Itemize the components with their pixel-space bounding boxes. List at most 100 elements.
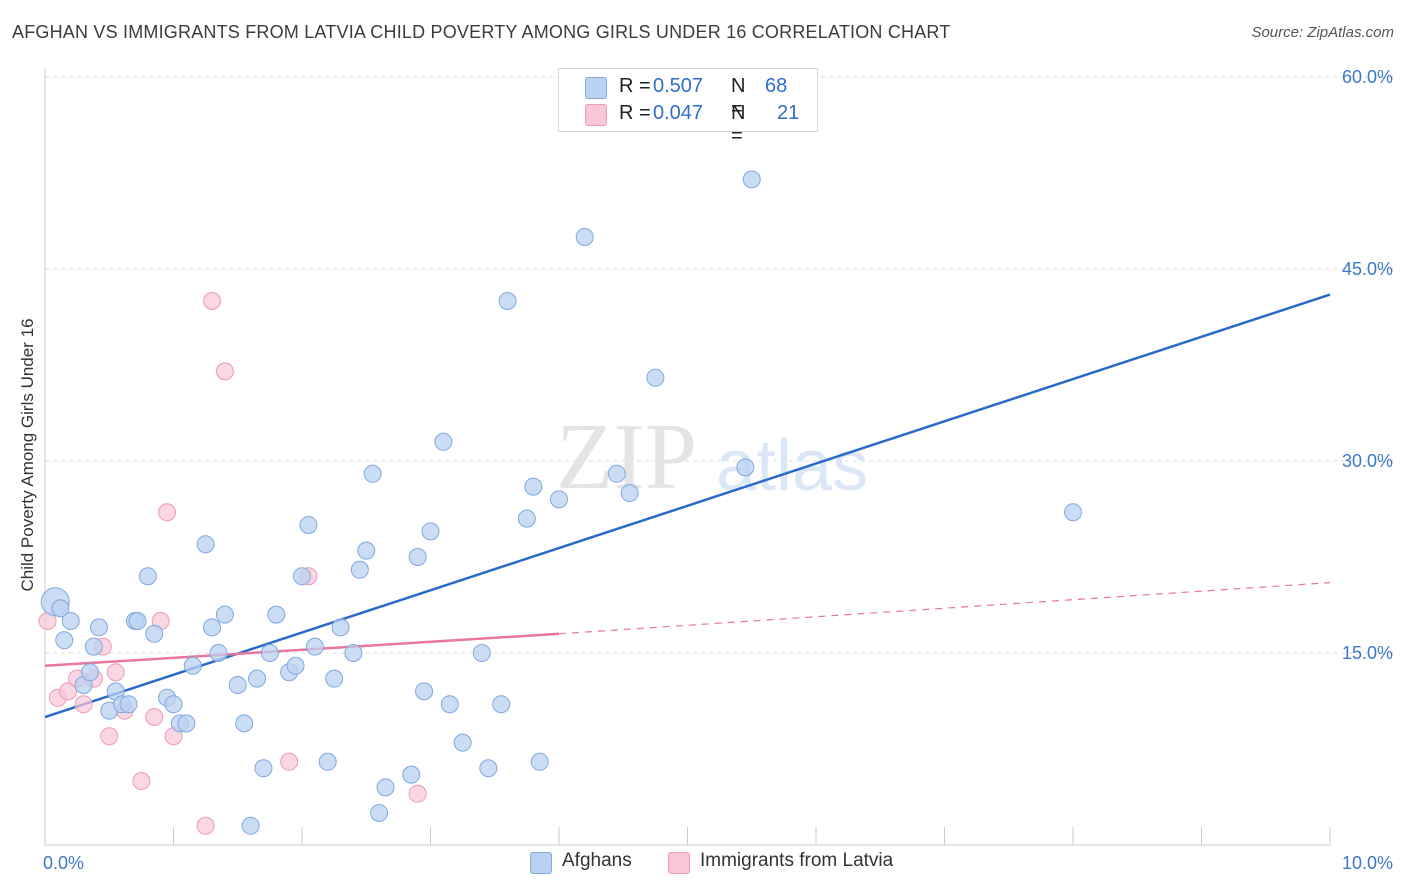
x-tick-label-min: 0.0%: [43, 853, 84, 873]
latvia-point: [145, 708, 164, 726]
latvia-point: [106, 663, 125, 682]
afghan-point: [408, 548, 427, 566]
legend: R = 0.507 N = 68 R = 0.047 N = 21: [558, 68, 818, 147]
afghan-point: [267, 605, 286, 624]
trend-line-latvia-dashed: [558, 582, 1331, 635]
afghan-point: [84, 637, 103, 656]
x-tick-label-max: 10.0%: [1342, 853, 1393, 873]
afghan-point: [498, 292, 517, 310]
bottom-legend-label-afghans: Afghans: [562, 850, 632, 871]
legend-r-value: 0.507: [653, 75, 704, 97]
afghan-point: [646, 368, 665, 387]
chart-title: AFGHAN VS IMMIGRANTS FROM LATVIA CHILD P…: [12, 22, 951, 42]
afghan-point: [524, 477, 543, 496]
afghan-point: [1064, 503, 1082, 522]
legend-n-value: 21: [777, 102, 800, 124]
afghan-point: [235, 714, 254, 733]
afghan-point: [376, 778, 395, 797]
afghan-point: [370, 804, 389, 822]
afghan-point: [402, 765, 421, 784]
afghan-point: [248, 669, 267, 688]
afghan-point: [164, 695, 183, 714]
trend-lines: [44, 293, 1331, 719]
legend-n-value: 68: [765, 75, 788, 97]
afghan-point: [434, 432, 453, 451]
legend-r-label: R =: [619, 75, 651, 97]
afghan-point: [318, 752, 337, 771]
afghan-point: [119, 695, 138, 714]
afghan-point: [241, 816, 260, 835]
afghan-point: [260, 644, 279, 662]
afghan-point: [736, 458, 755, 477]
afghan-point: [89, 618, 108, 637]
afghan-point: [363, 464, 382, 483]
afghan-point: [620, 484, 639, 502]
latvia-point: [158, 503, 177, 522]
bottom-legend-swatch-latvia: [668, 852, 690, 874]
latvia-point: [132, 772, 151, 790]
y-tick-label: 60.0%: [1342, 67, 1393, 87]
afghan-point: [357, 541, 376, 560]
afghan-point: [344, 644, 363, 662]
axes: [44, 68, 1331, 846]
latvia-point: [100, 727, 119, 746]
afghan-point: [128, 612, 147, 630]
afghan-point: [196, 535, 215, 554]
latvia-point: [203, 292, 222, 310]
y-axis-label: Child Poverty Among Girls Under 16: [18, 318, 37, 592]
latvia-point: [408, 784, 427, 803]
afghan-point: [550, 490, 568, 509]
trend-line-latvia: [44, 632, 560, 668]
afghan-point: [177, 714, 196, 733]
afghan-point: [61, 612, 80, 630]
afghan-point: [299, 516, 318, 534]
afghan-point: [530, 752, 549, 771]
afghan-point: [228, 676, 247, 694]
afghan-point: [325, 669, 344, 688]
latvia-point: [215, 362, 234, 381]
series-afghans-points: [40, 170, 1082, 835]
afghan-point: [440, 695, 459, 714]
bottom-legend-swatch-afghans: [530, 852, 552, 874]
afghan-point: [305, 637, 324, 656]
afghan-point: [331, 618, 350, 637]
afghan-point: [492, 695, 511, 714]
afghan-point: [203, 618, 222, 637]
trend-line-afghans: [44, 293, 1331, 719]
afghan-point: [607, 464, 626, 483]
source-credit: Source: ZipAtlas.com: [1251, 24, 1394, 41]
gridlines: [45, 76, 1395, 654]
afghan-point: [293, 567, 311, 586]
y-tick-label: 30.0%: [1342, 451, 1393, 471]
afghan-point: [209, 644, 228, 662]
legend-r-label: R =: [619, 102, 651, 124]
afghan-point: [183, 656, 202, 675]
legend-n-label: N =: [731, 102, 746, 147]
afghan-point: [55, 631, 74, 650]
zipatlas-watermark: ZIP atlas: [556, 405, 868, 509]
afghan-point: [479, 759, 498, 778]
latvia-point: [59, 682, 78, 701]
afghan-point: [472, 644, 491, 662]
afghan-point: [415, 682, 434, 701]
series-latvia-points: [38, 292, 427, 835]
afghan-point: [517, 509, 536, 528]
afghan-point: [51, 599, 70, 618]
legend-n-label: N =: [731, 75, 746, 120]
afghan-point: [80, 663, 99, 682]
latvia-point: [74, 695, 93, 714]
tick-labels: 15.0% 30.0% 45.0% 60.0% 0.0% 10.0%: [43, 67, 1393, 873]
afghan-point: [742, 170, 761, 189]
legend-r-value: 0.047: [653, 102, 704, 124]
afghan-point: [215, 605, 234, 624]
afghan-point: [145, 624, 164, 643]
legend-swatch-latvia: [585, 104, 607, 126]
afghan-point: [138, 567, 157, 586]
afghan-point: [453, 733, 472, 752]
legend-swatch-afghans: [585, 77, 607, 99]
y-tick-label: 45.0%: [1342, 259, 1393, 279]
afghan-point: [254, 759, 273, 778]
bottom-legend-label-latvia: Immigrants from Latvia: [700, 850, 894, 871]
latvia-point: [280, 752, 299, 771]
